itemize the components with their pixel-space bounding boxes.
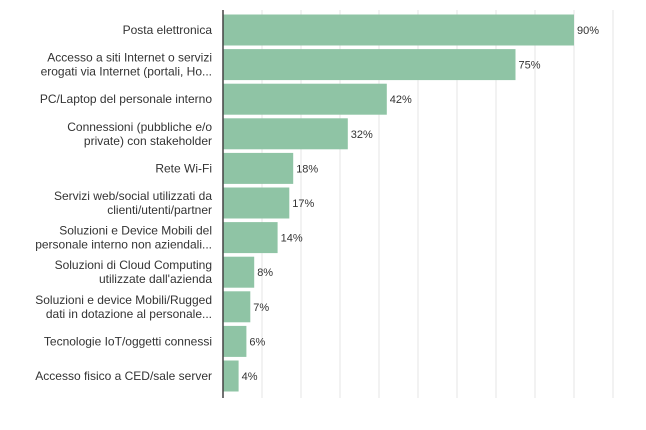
category-label-line: Soluzioni e device Mobili/Rugged: [35, 293, 212, 307]
category-label: Servizi web/social utilizzati da clienti/…: [54, 189, 212, 217]
value-label: 75%: [519, 60, 541, 72]
bar: [223, 83, 387, 115]
value-label: 6%: [249, 336, 265, 348]
category-label: Tecnologie IoT/oggetti connessi: [44, 334, 212, 348]
category-label-line: dati in dotazione al personale...: [46, 307, 212, 321]
category-label: Accesso a siti Internet o servizi erogati…: [41, 51, 212, 79]
category-label-line: Servizi web/social utilizzati da: [54, 189, 212, 203]
value-label: 18%: [296, 163, 318, 175]
value-label: 14%: [281, 233, 303, 245]
value-label: 32%: [351, 129, 373, 141]
category-label-line: Tecnologie IoT/oggetti connessi: [44, 334, 212, 348]
bar: [223, 360, 239, 392]
category-label-line: Rete Wi-Fi: [155, 161, 212, 175]
category-label-line: Posta elettronica: [123, 23, 213, 37]
category-label: Posta elettronica: [123, 23, 213, 37]
value-label: 90%: [577, 25, 599, 37]
bar: [223, 256, 255, 288]
category-label: Accesso fisico a CED/sale server: [35, 369, 212, 383]
category-label-line: Accesso fisico a CED/sale server: [35, 369, 212, 383]
bar: [223, 325, 247, 357]
bar: [223, 14, 574, 46]
value-label: 4%: [242, 371, 258, 383]
bar: [223, 118, 348, 150]
category-label-line: Connessioni (pubbliche e/o: [67, 120, 212, 134]
category-label: Soluzioni di Cloud Computing utilizzate d…: [55, 258, 213, 286]
category-label-line: Soluzioni di Cloud Computing: [55, 258, 212, 272]
category-label-line: erogati via Internet (portali, Ho...: [41, 65, 212, 79]
category-label: Connessioni (pubbliche e/o private) con s…: [67, 120, 212, 148]
bar: [223, 187, 290, 219]
value-label: 42%: [390, 94, 412, 106]
category-label-line: personale interno non aziendali...: [35, 238, 212, 252]
category-label-line: utilizzate dall'azienda: [99, 272, 212, 286]
bar: [223, 222, 278, 254]
bar: [223, 291, 251, 323]
value-label: 7%: [253, 302, 269, 314]
category-label-line: PC/Laptop del personale interno: [40, 92, 212, 106]
bar: [223, 49, 516, 81]
category-label-line: clienti/utenti/partner: [107, 203, 212, 217]
category-label: PC/Laptop del personale interno: [40, 92, 212, 106]
category-label-line: Accesso a siti Internet o servizi: [47, 51, 212, 65]
category-label-line: Soluzioni e Device Mobili del: [59, 224, 212, 238]
category-label-line: private) con stakeholder: [84, 134, 212, 148]
category-label: Soluzioni e Device Mobili del personale i…: [35, 224, 212, 252]
bar: [223, 152, 294, 184]
category-label: Rete Wi-Fi: [155, 161, 212, 175]
value-label: 8%: [257, 267, 273, 279]
category-label: Soluzioni e device Mobili/Rugged dati in …: [35, 293, 212, 321]
value-label: 17%: [292, 198, 314, 210]
